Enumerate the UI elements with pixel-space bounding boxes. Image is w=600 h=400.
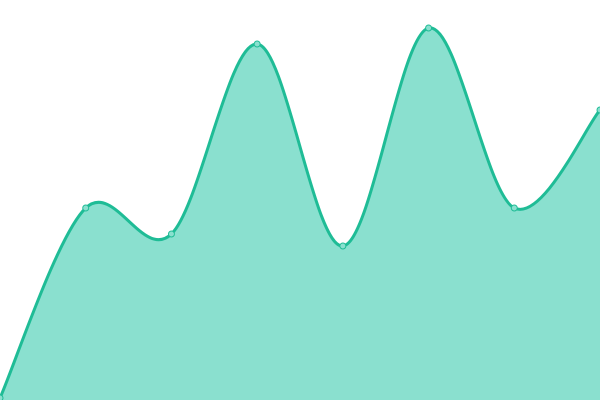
data-point-0 [0,394,4,400]
data-point-1 [82,204,90,212]
series-line [0,26,600,399]
data-point-7 [596,106,600,114]
data-point-5 [425,24,433,32]
area-fill [0,27,600,400]
data-point-6 [510,204,518,212]
data-point-3 [253,40,261,48]
data-point-2 [167,230,175,238]
data-points [0,24,600,400]
data-point-4 [339,242,347,250]
